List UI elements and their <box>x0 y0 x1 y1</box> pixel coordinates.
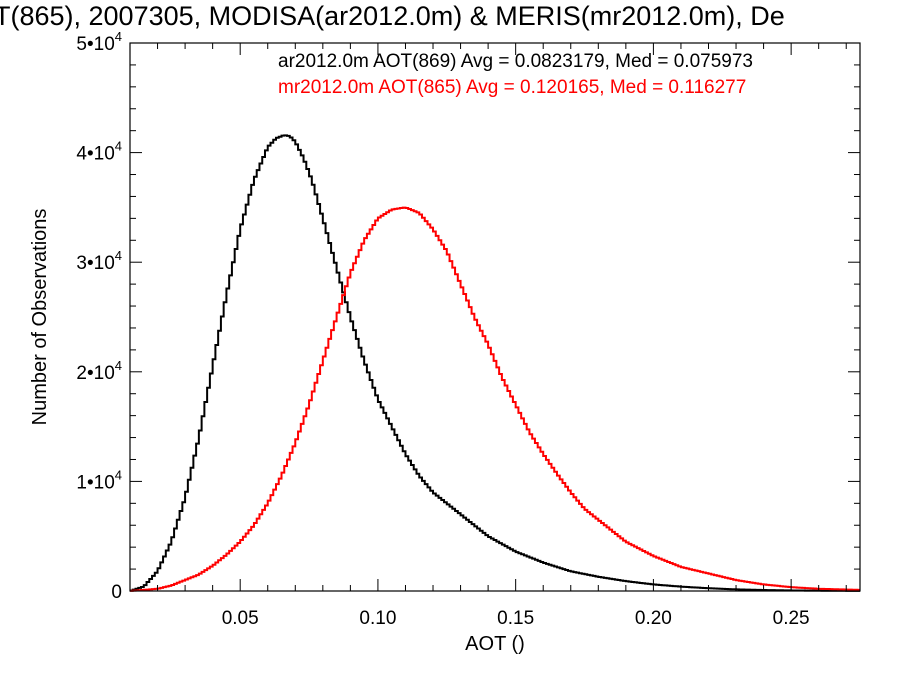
x-tick-label: 0.25 <box>773 608 810 629</box>
series-line-1 <box>130 134 860 592</box>
y-tick-label: 3•104 <box>76 248 122 274</box>
series-layer <box>130 134 860 592</box>
chart-title: T(865), 2007305, MODISA(ar2012.0m) & MER… <box>0 1 785 31</box>
series-line-2 <box>130 206 860 592</box>
x-tick-label: 0.15 <box>497 608 534 629</box>
ticks-layer <box>129 42 860 592</box>
x-tick-label: 0.05 <box>222 608 259 629</box>
plot-frame <box>129 42 861 592</box>
annotation-black: ar2012.0m AOT(869) Avg = 0.0823179, Med … <box>278 51 753 72</box>
y-tick-labels: 0 1•104 2•104 3•104 4•104 5•104 <box>76 29 122 603</box>
y-tick-label: 1•104 <box>76 467 122 493</box>
y-tick-label: 2•104 <box>76 358 122 384</box>
y-tick-label: 0 <box>111 582 122 603</box>
x-tick-labels: 0.05 0.10 0.15 0.20 0.25 <box>222 608 810 629</box>
y-tick-label: 5•104 <box>76 29 122 55</box>
y-tick-label: 4•104 <box>76 139 122 165</box>
x-tick-label: 0.10 <box>359 608 396 629</box>
y-axis-label: Number of Observations <box>29 209 51 426</box>
annotation-red: mr2012.0m AOT(865) Avg = 0.120165, Med =… <box>278 77 746 98</box>
x-tick-label: 0.20 <box>635 608 672 629</box>
x-axis-label: AOT () <box>465 633 525 655</box>
